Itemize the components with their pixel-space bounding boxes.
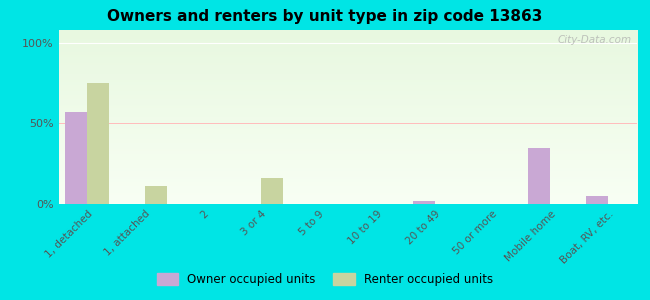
Bar — [87, 83, 109, 204]
Bar — [145, 186, 167, 204]
Bar — [261, 178, 283, 204]
Bar — [413, 201, 434, 204]
Bar — [66, 112, 87, 204]
Legend: Owner occupied units, Renter occupied units: Owner occupied units, Renter occupied un… — [152, 268, 498, 291]
Bar — [528, 148, 550, 204]
Text: City-Data.com: City-Data.com — [557, 35, 631, 45]
Text: Owners and renters by unit type in zip code 13863: Owners and renters by unit type in zip c… — [107, 9, 543, 24]
Bar — [586, 196, 608, 204]
